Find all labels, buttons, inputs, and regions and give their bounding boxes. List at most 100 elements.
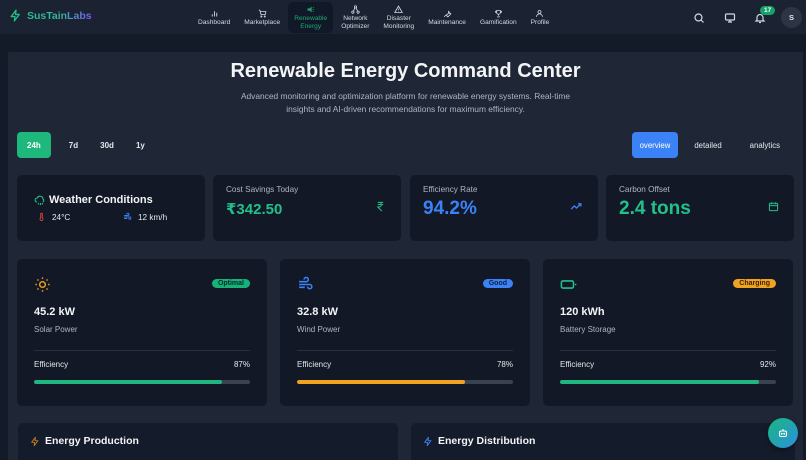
efficiency-progress-fill [34,380,222,384]
efficiency-rate-card: Efficiency Rate 94.2% [410,175,598,241]
view-tab-analytics[interactable]: analytics [749,140,780,150]
monitor-button[interactable] [715,3,745,33]
nav-label: Profile [530,18,550,26]
carbon-offset-label: Carbon Offset [619,185,670,194]
nav-item-gamification[interactable]: Gamification [474,2,523,33]
section-title: Energy Production [45,435,139,447]
time-range-tabs: 24h 7d 30d 1y [17,132,156,158]
efficiency-rate-value: 94.2% [423,198,477,219]
efficiency-label: Efficiency [560,360,595,369]
divider [34,350,250,351]
search-button[interactable] [684,3,714,33]
nav-label: Marketplace [244,18,281,26]
battery-storage-value: 120 kWh [560,306,605,318]
cost-savings-label: Cost Savings Today [226,185,299,194]
wind-reading: 12 km/h [123,212,167,222]
range-tab-7d[interactable]: 7d [68,140,79,150]
range-tab-1y[interactable]: 1y [135,140,145,150]
battery-storage-name: Battery Storage [560,325,616,334]
efficiency-rate-label: Efficiency Rate [423,185,478,194]
network-icon [351,5,360,14]
nav-label: Dashboard [198,18,231,26]
wind-value: 12 km/h [138,212,168,222]
temperature-reading: 24°C [37,212,70,222]
energy-production-section: Energy Production [18,423,398,460]
efficiency-progress-bar [560,380,776,384]
nav-label: Gamification [479,18,517,26]
energy-distribution-section: Energy Distribution [411,423,795,460]
page-title: Renewable Energy Command Center [230,60,581,82]
shopping-cart-icon [258,9,267,18]
status-badge: Optimal [211,279,250,288]
nav-item-disaster-monitoring[interactable]: Disaster Monitoring [377,2,420,33]
lightning-bolt-icon [424,436,432,447]
cost-savings-card: Cost Savings Today ₹342.50 [213,175,401,241]
nav-item-profile[interactable]: Profile [525,2,556,33]
nav-label: Network Optimizer [341,14,370,30]
bell-icon [754,13,766,23]
nav-label: Renewable Energy [294,14,328,30]
efficiency-label: Efficiency [297,360,332,369]
robot-icon [778,429,788,438]
rupee-icon [376,201,384,212]
weather-title: Weather Conditions [49,194,153,206]
trophy-icon [494,9,502,17]
view-tab-overview[interactable]: overview [631,132,679,158]
view-tab-detailed[interactable]: detailed [694,140,722,150]
carbon-offset-card: Carbon Offset 2.4 tons [606,175,794,241]
wind-power-value: 32.8 kW [297,306,338,318]
nav-label: Maintenance [428,18,466,26]
bar-chart-icon [211,10,217,17]
page-subtitle: Advanced monitoring and optimization pla… [240,91,571,114]
nav-item-network-optimizer[interactable]: Network Optimizer [335,2,375,33]
view-mode-tabs: overview detailed analytics [631,132,789,158]
nav-item-renewable-energy[interactable]: Renewable Energy [288,2,334,33]
monitor-icon [724,12,736,23]
avatar[interactable]: S [781,7,802,28]
range-tab-24h[interactable]: 24h [17,132,51,158]
notification-count-badge: 17 [760,5,776,15]
divider [297,350,513,351]
battery-icon [560,280,577,289]
divider [560,350,776,351]
lightning-bolt-icon [10,9,20,22]
notifications-button[interactable]: 17 [745,3,776,33]
cloud-rain-icon [34,195,45,205]
wind-icon [299,276,313,290]
weather-card: Weather Conditions 24°C 12 km/h [17,175,205,241]
brand-name: SusTainLabs [27,9,92,22]
efficiency-value: 92% [759,360,776,369]
efficiency-value: 78% [496,360,513,369]
main-panel: Renewable Energy Command Center Advanced… [8,52,803,460]
wind-icon [124,212,132,220]
carbon-offset-value: 2.4 tons [619,198,691,219]
range-tab-30d[interactable]: 30d [100,140,114,150]
ai-assistant-button[interactable] [768,418,798,448]
efficiency-label: Efficiency [34,360,69,369]
efficiency-value: 87% [233,360,250,369]
solar-power-name: Solar Power [34,325,78,334]
temperature-value: 24°C [52,212,71,222]
wind-power-name: Wind Power [297,325,341,334]
nav-actions: 17 S [684,0,806,35]
section-title: Energy Distribution [438,435,536,447]
calendar-icon [768,202,779,212]
thermometer-icon [39,212,44,221]
nav-label: Disaster Monitoring [383,14,415,30]
status-badge: Charging [733,279,776,288]
nav-item-maintenance[interactable]: Maintenance [422,2,472,33]
sun-icon [35,277,50,292]
battery-storage-card: Charging 120 kWh Battery Storage Efficie… [543,259,793,406]
trending-up-icon [570,203,582,210]
efficiency-progress-fill [560,380,759,384]
efficiency-progress-bar [34,380,250,384]
brand-logo[interactable]: SusTainLabs [9,9,92,22]
wind-power-card: Good 32.8 kW Wind Power Efficiency 78% [280,259,530,406]
search-icon [694,12,704,23]
nav-item-dashboard[interactable]: Dashboard [192,2,236,33]
nav-item-marketplace[interactable]: Marketplace [238,2,286,33]
lightning-bolt-icon [31,436,39,447]
main-nav: Dashboard Marketplace Renewable Energy Ne… [192,2,557,33]
user-icon [536,9,544,17]
cost-savings-value: ₹342.50 [226,201,283,218]
